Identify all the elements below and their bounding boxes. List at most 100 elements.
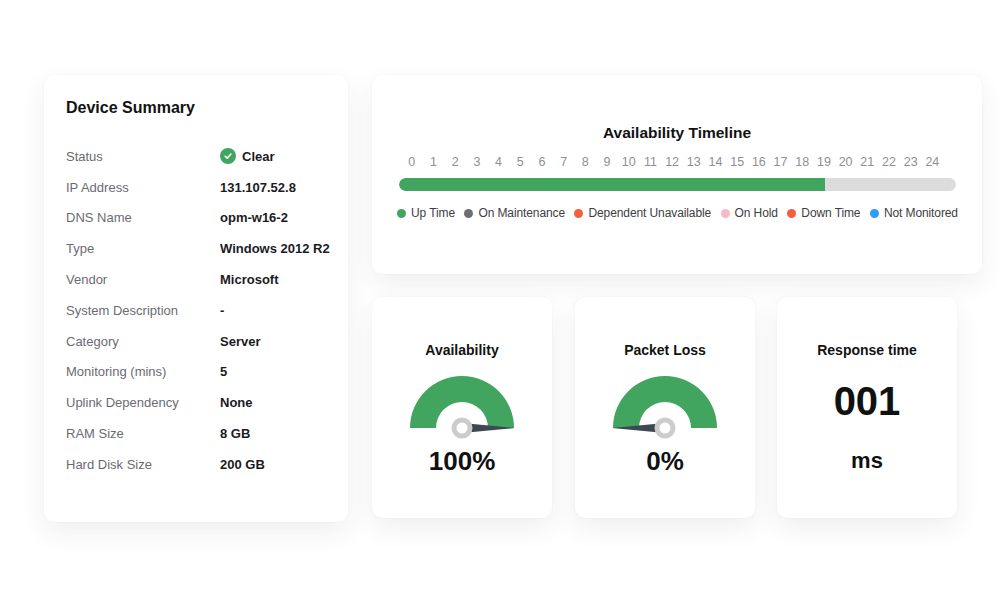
summary-row: Vendor Microsoft (66, 264, 326, 295)
summary-row-label: Hard Disk Size (66, 457, 220, 472)
timeline-legend: Up Time On Maintenance Dependent Unavail… (397, 206, 958, 220)
timeline-tick: 7 (553, 155, 575, 169)
legend-item: On Maintenance (464, 206, 565, 220)
legend-dot-icon (574, 209, 583, 218)
summary-row-value-text: Clear (242, 149, 275, 164)
summary-row: System Description - (66, 295, 326, 326)
legend-label: Dependent Unavailable (588, 206, 711, 220)
timeline-tick: 13 (683, 155, 705, 169)
legend-item: On Hold (721, 206, 778, 220)
summary-row-value: 131.107.52.8 (220, 180, 296, 195)
summary-row-value-text: 131.107.52.8 (220, 180, 296, 195)
summary-row-value-text: 200 GB (220, 457, 265, 472)
summary-row-label: Category (66, 334, 220, 349)
packet-loss-gauge (603, 368, 727, 440)
availability-title: Availability (372, 342, 552, 358)
summary-row: Status Clear (66, 141, 326, 172)
timeline-tick: 9 (596, 155, 618, 169)
summary-row: Type Windows 2012 R2 (66, 233, 326, 264)
summary-row-value: - (220, 303, 224, 318)
legend-item: Not Monitored (870, 206, 958, 220)
timeline-tick: 4 (488, 155, 510, 169)
summary-row-value: opm-w16-2 (220, 210, 288, 225)
summary-row-value-text: Server (220, 334, 260, 349)
summary-row: Monitoring (mins) 5 (66, 357, 326, 388)
availability-gauge (400, 368, 524, 440)
timeline-tick: 11 (640, 155, 662, 169)
legend-label: Up Time (411, 206, 455, 220)
status-clear-icon (220, 148, 236, 164)
summary-row-value-text: 8 GB (220, 426, 250, 441)
summary-row-label: System Description (66, 303, 220, 318)
summary-row-value: None (220, 395, 253, 410)
timeline-tick: 6 (531, 155, 553, 169)
summary-row-value-text: Microsoft (220, 272, 279, 287)
summary-row-label: Status (66, 149, 220, 164)
summary-row-value: Microsoft (220, 272, 279, 287)
timeline-tick: 18 (791, 155, 813, 169)
packet-loss-card: Packet Loss 0% (575, 297, 755, 518)
summary-row-value-text: None (220, 395, 253, 410)
response-time-title: Response time (777, 342, 957, 358)
summary-row-label: IP Address (66, 180, 220, 195)
timeline-bar[interactable] (399, 178, 956, 191)
summary-row-value: 200 GB (220, 457, 265, 472)
legend-dot-icon (464, 209, 473, 218)
summary-row-value: Clear (220, 148, 275, 164)
legend-label: Down Time (801, 206, 860, 220)
response-time-card: Response time 001 ms (777, 297, 957, 518)
legend-item: Up Time (397, 206, 455, 220)
summary-row-value: Windows 2012 R2 (220, 241, 330, 256)
legend-item: Down Time (787, 206, 860, 220)
timeline-title: Availability Timeline (372, 124, 982, 142)
timeline-tick: 20 (835, 155, 857, 169)
summary-row: Uplink Dependency None (66, 387, 326, 418)
timeline-tick: 1 (423, 155, 445, 169)
legend-label: On Hold (735, 206, 778, 220)
timeline-tick: 5 (509, 155, 531, 169)
timeline-uptime-fill (399, 178, 825, 191)
device-summary-card: Device Summary Status Clear IP Address 1… (44, 75, 348, 522)
timeline-tick: 3 (466, 155, 488, 169)
timeline-tick: 17 (770, 155, 792, 169)
timeline-tick: 22 (878, 155, 900, 169)
legend-item: Dependent Unavailable (574, 206, 711, 220)
legend-dot-icon (870, 209, 879, 218)
legend-label: On Maintenance (478, 206, 565, 220)
summary-row-value-text: opm-w16-2 (220, 210, 288, 225)
timeline-tick: 14 (705, 155, 727, 169)
timeline-tick: 8 (575, 155, 597, 169)
availability-timeline-card: Availability Timeline 012345678910111213… (372, 75, 982, 274)
timeline-tick: 19 (813, 155, 835, 169)
summary-row: Hard Disk Size 200 GB (66, 449, 326, 480)
response-time-unit: ms (777, 448, 957, 473)
timeline-tick: 24 (922, 155, 944, 169)
timeline-tick: 0 (401, 155, 423, 169)
legend-label: Not Monitored (884, 206, 958, 220)
timeline-tick: 12 (661, 155, 683, 169)
legend-dot-icon (787, 209, 796, 218)
summary-row-label: Type (66, 241, 220, 256)
summary-row-label: Monitoring (mins) (66, 364, 220, 379)
summary-row: IP Address 131.107.52.8 (66, 172, 326, 203)
summary-row-value: Server (220, 334, 260, 349)
response-time-value: 001 (777, 380, 957, 422)
legend-dot-icon (721, 209, 730, 218)
timeline-tick: 15 (726, 155, 748, 169)
timeline-tick: 2 (444, 155, 466, 169)
timeline-tick: 16 (748, 155, 770, 169)
packet-loss-value: 0% (575, 446, 755, 477)
summary-row-value-text: - (220, 303, 224, 318)
availability-card: Availability 100% (372, 297, 552, 518)
legend-dot-icon (397, 209, 406, 218)
summary-row: RAM Size 8 GB (66, 418, 326, 449)
summary-row-label: DNS Name (66, 210, 220, 225)
packet-loss-title: Packet Loss (575, 342, 755, 358)
summary-row: Category Server (66, 326, 326, 357)
timeline-tick: 21 (856, 155, 878, 169)
summary-row: DNS Name opm-w16-2 (66, 203, 326, 234)
summary-row-value-text: 5 (220, 364, 227, 379)
device-summary-title: Device Summary (66, 99, 326, 117)
summary-row-value: 5 (220, 364, 227, 379)
summary-row-label: Uplink Dependency (66, 395, 220, 410)
